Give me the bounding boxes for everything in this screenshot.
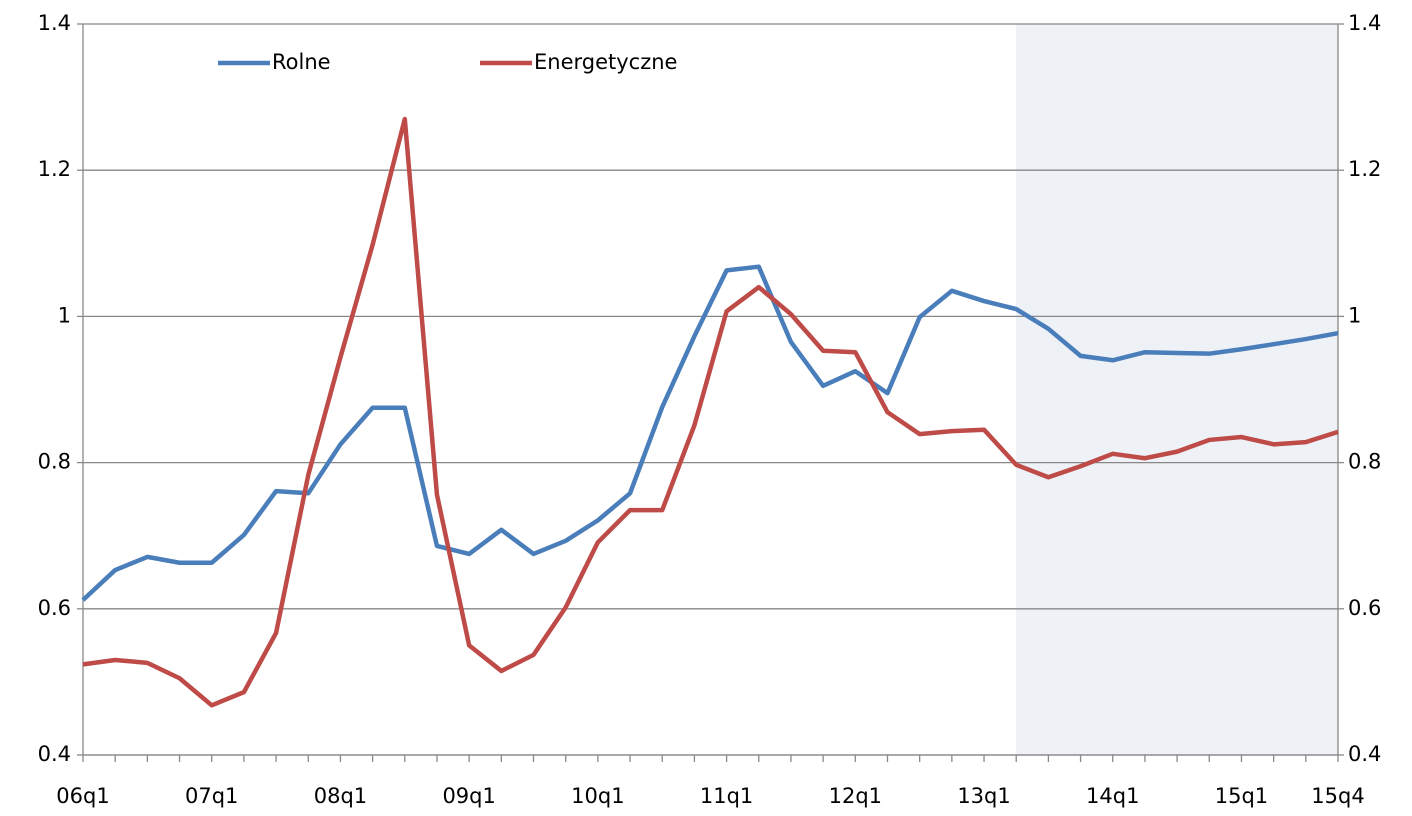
x-tick-label: 09q1 — [442, 784, 495, 808]
x-tick-label: 11q1 — [700, 784, 753, 808]
y2-tick-label: 1.4 — [1348, 11, 1381, 35]
y2-tick-label: 0.6 — [1348, 596, 1381, 620]
x-tick-label: 15q4 — [1311, 784, 1364, 808]
x-tick-label: 12q1 — [829, 784, 882, 808]
x-tick-label: 13q1 — [957, 784, 1010, 808]
y-tick-label: 0.4 — [38, 742, 71, 766]
series-line — [81, 264, 1339, 602]
forecast-shading — [1016, 24, 1338, 755]
y-tick-label: 1.4 — [38, 11, 71, 35]
legend-label: Rolne — [272, 50, 331, 74]
y2-tick-label: 1.2 — [1348, 157, 1381, 181]
y2-tick-label: 0.8 — [1348, 450, 1381, 474]
y2-tick-label: 1 — [1348, 303, 1361, 327]
x-tick-label: 07q1 — [185, 784, 238, 808]
x-tick-label: 14q1 — [1086, 784, 1139, 808]
y-tick-label: 1 — [58, 303, 71, 327]
y-tick-label: 0.8 — [38, 450, 71, 474]
series-line — [82, 116, 1339, 708]
x-tick-label: 08q1 — [314, 784, 367, 808]
legend-label: Energetyczne — [534, 50, 677, 74]
x-tick-label: 06q1 — [56, 784, 109, 808]
x-tick-label: 10q1 — [571, 784, 624, 808]
x-tick-label: 15q1 — [1215, 784, 1268, 808]
y-tick-label: 1.2 — [38, 157, 71, 181]
y2-tick-label: 0.4 — [1348, 742, 1381, 766]
y-tick-label: 0.6 — [38, 596, 71, 620]
